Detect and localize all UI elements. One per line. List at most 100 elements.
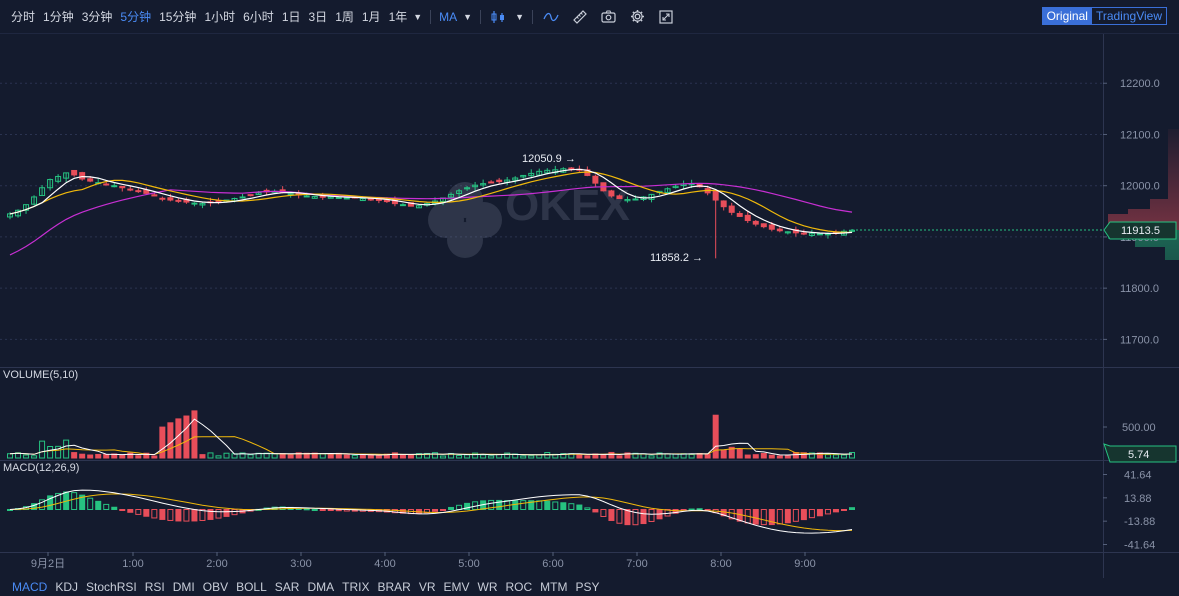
timeframe-0[interactable]: 分时 <box>11 10 36 24</box>
volume-bar <box>295 452 302 459</box>
fullscreen-icon[interactable] <box>659 9 673 24</box>
gear-icon[interactable] <box>630 9 645 24</box>
volume-bar <box>31 455 38 459</box>
indicator-tab-boll[interactable]: BOLL <box>236 580 267 594</box>
line-tool-icon[interactable] <box>543 10 559 24</box>
indicator-tab-dmi[interactable]: DMI <box>172 580 195 594</box>
volume-bar <box>832 454 839 459</box>
macd-bar <box>95 500 102 510</box>
indicator-tab-sar[interactable]: SAR <box>274 580 300 594</box>
camera-icon[interactable] <box>601 10 616 23</box>
timeframe-2[interactable]: 3分钟 <box>81 10 113 24</box>
timeframe-11[interactable]: 1年 <box>388 10 408 24</box>
macd-bar <box>728 509 735 520</box>
indicator-tab-rsi[interactable]: RSI <box>144 580 165 594</box>
volume-bar <box>840 454 847 459</box>
indicator-tab-brar[interactable]: BRAR <box>377 580 411 594</box>
volume-bar <box>119 454 126 459</box>
time-tick-label: 9月2日 <box>31 558 65 570</box>
indicator-tab-obv[interactable]: OBV <box>202 580 229 594</box>
indicator-chevron-icon[interactable]: ▼ <box>463 11 473 22</box>
candle <box>167 193 174 202</box>
candle <box>776 226 783 233</box>
volume-bar <box>464 454 471 459</box>
macd-bar <box>616 509 623 524</box>
macd-tick-label: -41.64 <box>1124 540 1155 552</box>
macd-bar <box>159 509 166 520</box>
volume-bar <box>95 453 102 459</box>
candle-type-chevron-icon[interactable]: ▼ <box>515 11 525 22</box>
macd-bar <box>223 509 230 517</box>
macd-bar <box>584 507 591 511</box>
volume-bar <box>624 452 631 459</box>
macd-bar <box>55 492 62 511</box>
macd-bar <box>752 509 759 525</box>
indicator-tab-vr[interactable]: VR <box>418 580 436 594</box>
view-tradingview-button[interactable]: TradingView <box>1095 9 1162 23</box>
macd-tick-label: -13.88 <box>1124 516 1155 528</box>
indicator-tab-kdj[interactable]: KDJ <box>55 580 79 594</box>
volume-bar <box>167 422 174 459</box>
volume-bar <box>744 454 751 459</box>
timeframe-4[interactable]: 15分钟 <box>159 10 197 24</box>
indicator-dropdown[interactable]: MA <box>439 9 458 24</box>
time-tick-label: 5:00 <box>458 558 479 570</box>
macd-bar <box>824 509 831 515</box>
macd-bar <box>119 509 126 511</box>
indicator-tab-trix[interactable]: TRIX <box>342 580 370 594</box>
timeframe-1[interactable]: 1分钟 <box>43 10 74 24</box>
candle <box>624 196 631 203</box>
macd-bar <box>167 509 174 521</box>
timeframe-6[interactable]: 6小时 <box>243 10 274 24</box>
volume-bar <box>664 453 671 459</box>
volume-bar <box>472 452 479 459</box>
current-price-label: 11913.5 <box>1121 225 1160 237</box>
indicator-tab-roc[interactable]: ROC <box>505 580 533 594</box>
volume-bar <box>423 452 430 459</box>
candle <box>159 196 166 202</box>
macd-bar <box>440 509 447 511</box>
macd-bar <box>632 509 639 526</box>
macd-bar <box>808 509 815 519</box>
candle <box>415 204 422 209</box>
macd-bar <box>840 509 847 511</box>
volume-current-tag <box>1103 443 1177 463</box>
time-tick-label: 3:00 <box>290 558 311 570</box>
candle-type-icon[interactable] <box>491 10 505 24</box>
timeframe-9[interactable]: 1周 <box>335 10 354 24</box>
indicator-tab-macd[interactable]: MACD <box>12 580 48 594</box>
view-original-button[interactable]: Original <box>1042 8 1092 24</box>
indicator-tab-wr[interactable]: WR <box>477 580 498 594</box>
ruler-icon[interactable] <box>573 9 587 24</box>
timeframe-8[interactable]: 3日 <box>308 10 328 24</box>
volume-bar <box>415 453 422 459</box>
volume-bar <box>520 455 527 459</box>
macd-dea-line <box>9 493 853 532</box>
candles <box>7 165 855 239</box>
indicator-tab-mtm[interactable]: MTM <box>540 580 568 594</box>
timeframe-7[interactable]: 1日 <box>281 10 301 24</box>
candle <box>792 226 799 237</box>
macd-dif-line <box>9 489 853 534</box>
timeframe-5[interactable]: 1小时 <box>204 10 236 24</box>
volume-bar <box>223 452 230 459</box>
more-timeframes-chevron-icon[interactable]: ▼ <box>413 11 423 22</box>
candle <box>480 179 487 188</box>
timeframe-3[interactable]: 5分钟 <box>120 10 152 24</box>
volume-bar <box>688 453 695 459</box>
indicator-tab-dma[interactable]: DMA <box>307 580 335 594</box>
volume-bar <box>79 453 86 459</box>
candle <box>808 229 815 237</box>
volume-bar <box>712 414 719 459</box>
chart-canvas[interactable]: 12200.012100.012000.011900.011800.011700… <box>0 34 1179 578</box>
chart-toolbar: 分时 1分钟 3分钟 5分钟 15分钟 1小时 6小时 1日 3日 1周 1月 1年 ▼ MA ▼ ▼… <box>0 0 1179 34</box>
macd-bar <box>696 508 703 511</box>
indicator-tab-stochrsi[interactable]: StochRSI <box>86 580 137 594</box>
timeframe-10[interactable]: 1月 <box>361 10 381 24</box>
candle <box>736 211 743 217</box>
candle <box>71 169 78 177</box>
candle <box>151 192 158 197</box>
indicator-tab-emv[interactable]: EMV <box>443 580 470 594</box>
time-tick-label: 9:00 <box>794 558 815 570</box>
indicator-tab-psy[interactable]: PSY <box>575 580 600 594</box>
